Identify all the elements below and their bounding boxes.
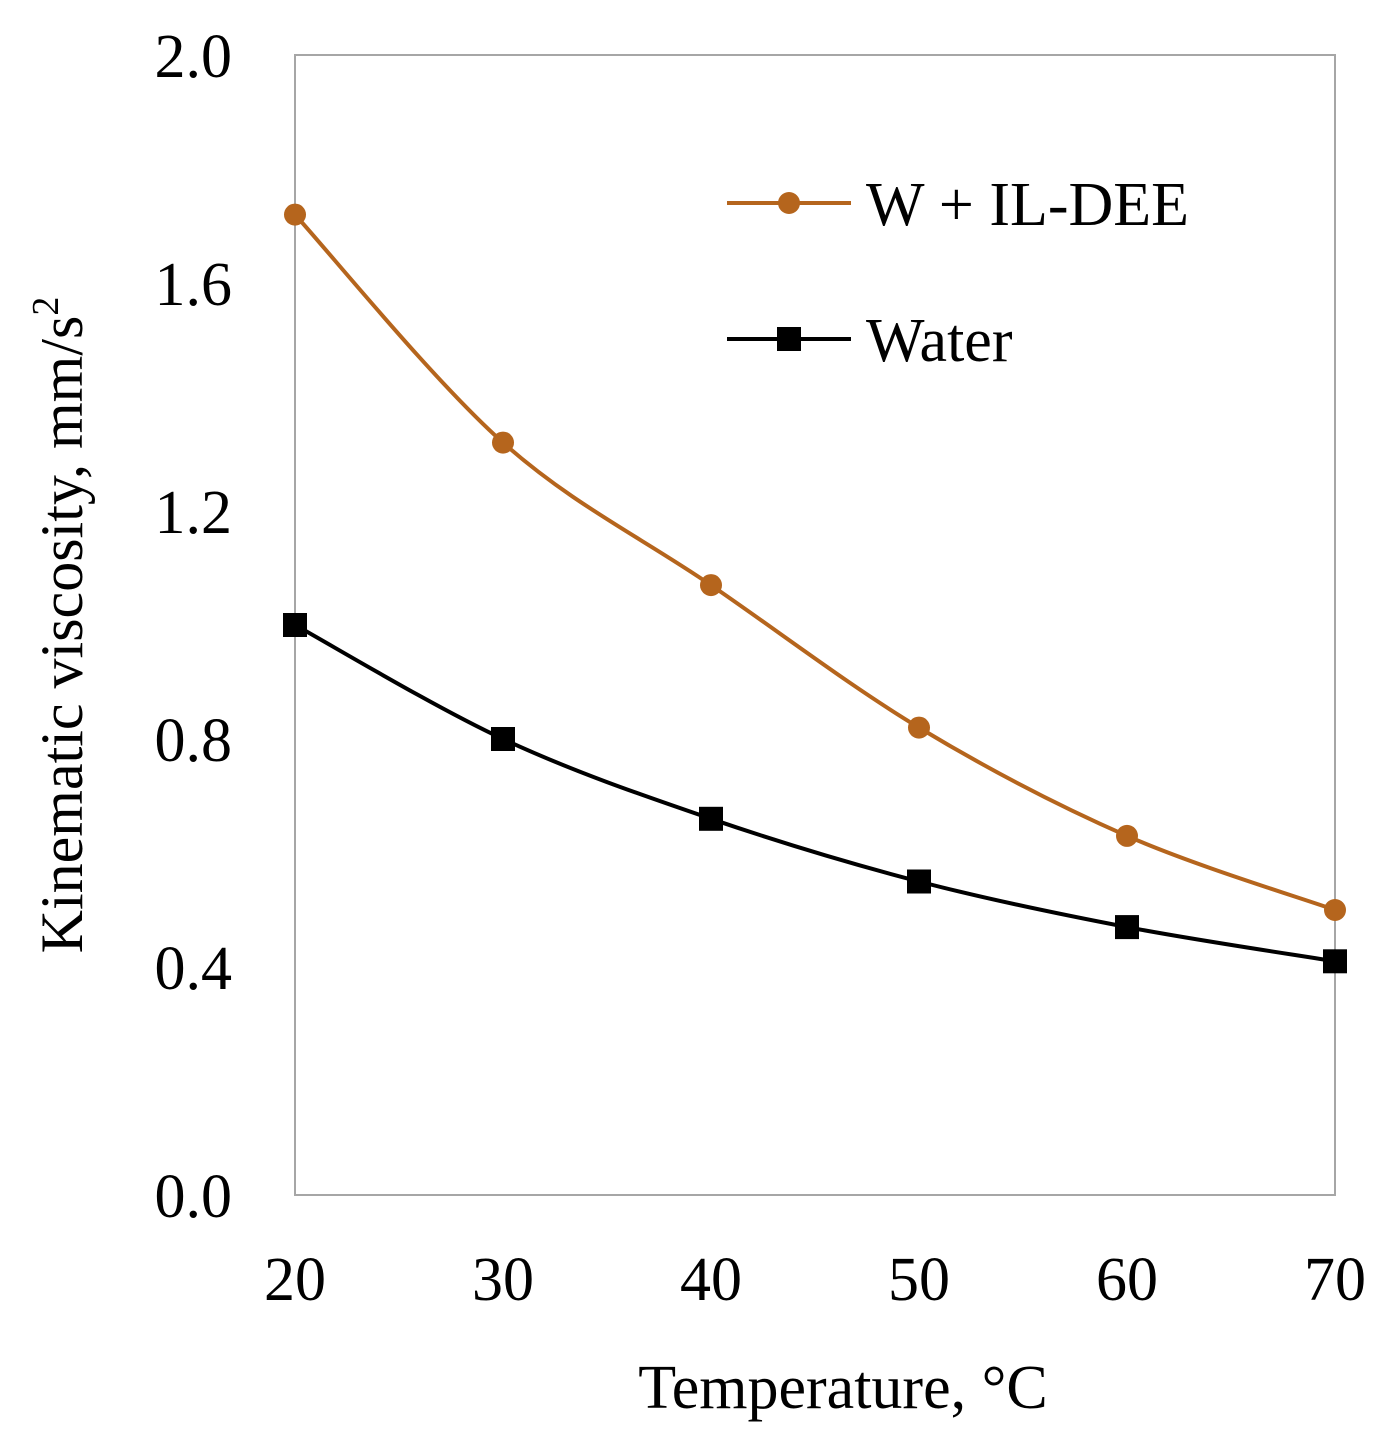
series-line [293, 213, 1336, 912]
series-1 [284, 203, 1346, 921]
y-axis-label-text: Kinematic viscosity, mm/s [29, 316, 95, 954]
y-axis-label-superscript: 2 [25, 297, 67, 316]
legend-marker [777, 327, 801, 351]
data-point [1115, 915, 1139, 940]
y-tick-label: 0.0 [155, 1163, 233, 1231]
data-point [1116, 824, 1138, 847]
data-point [907, 869, 931, 894]
legend-item: Water [727, 307, 1013, 375]
plot-area [294, 54, 1336, 1196]
series-2 [283, 613, 1347, 974]
series-layer [283, 203, 1347, 974]
legend-item: W + IL-DEE [727, 171, 1189, 239]
data-point [699, 806, 723, 831]
x-tick-labels: 20 30 40 50 60 70 [264, 1246, 1366, 1314]
legend-marker [778, 192, 800, 214]
data-point [908, 716, 930, 739]
data-point [1324, 899, 1346, 921]
data-point [492, 431, 514, 454]
y-tick-label: 2.0 [155, 23, 233, 91]
x-tick-label: 20 [264, 1246, 326, 1314]
legend-label: W + IL-DEE [866, 171, 1189, 239]
y-tick-label: 0.8 [155, 707, 233, 775]
y-tick-label: 1.2 [155, 479, 233, 547]
data-point [700, 574, 722, 597]
x-tick-label: 50 [888, 1246, 950, 1314]
series-line [294, 623, 1336, 964]
y-axis-label: Kinematic viscosity, mm/s2 [25, 297, 95, 954]
y-tick-labels: 0.0 0.4 0.8 1.2 1.6 2.0 [155, 23, 233, 1231]
data-point [491, 727, 515, 751]
x-tick-label: 60 [1096, 1246, 1158, 1314]
y-tick-label: 0.4 [155, 935, 233, 1003]
legend-label: Water [866, 307, 1013, 375]
x-tick-label: 40 [680, 1246, 742, 1314]
data-point [283, 613, 307, 637]
legend: W + IL-DEE Water [727, 171, 1189, 375]
x-tick-label: 70 [1304, 1246, 1366, 1314]
x-axis-label: Temperature, °C [638, 1354, 1048, 1422]
data-point [284, 203, 306, 226]
y-tick-label: 1.6 [155, 251, 233, 319]
data-point [1323, 949, 1347, 974]
x-tick-label: 30 [472, 1246, 534, 1314]
